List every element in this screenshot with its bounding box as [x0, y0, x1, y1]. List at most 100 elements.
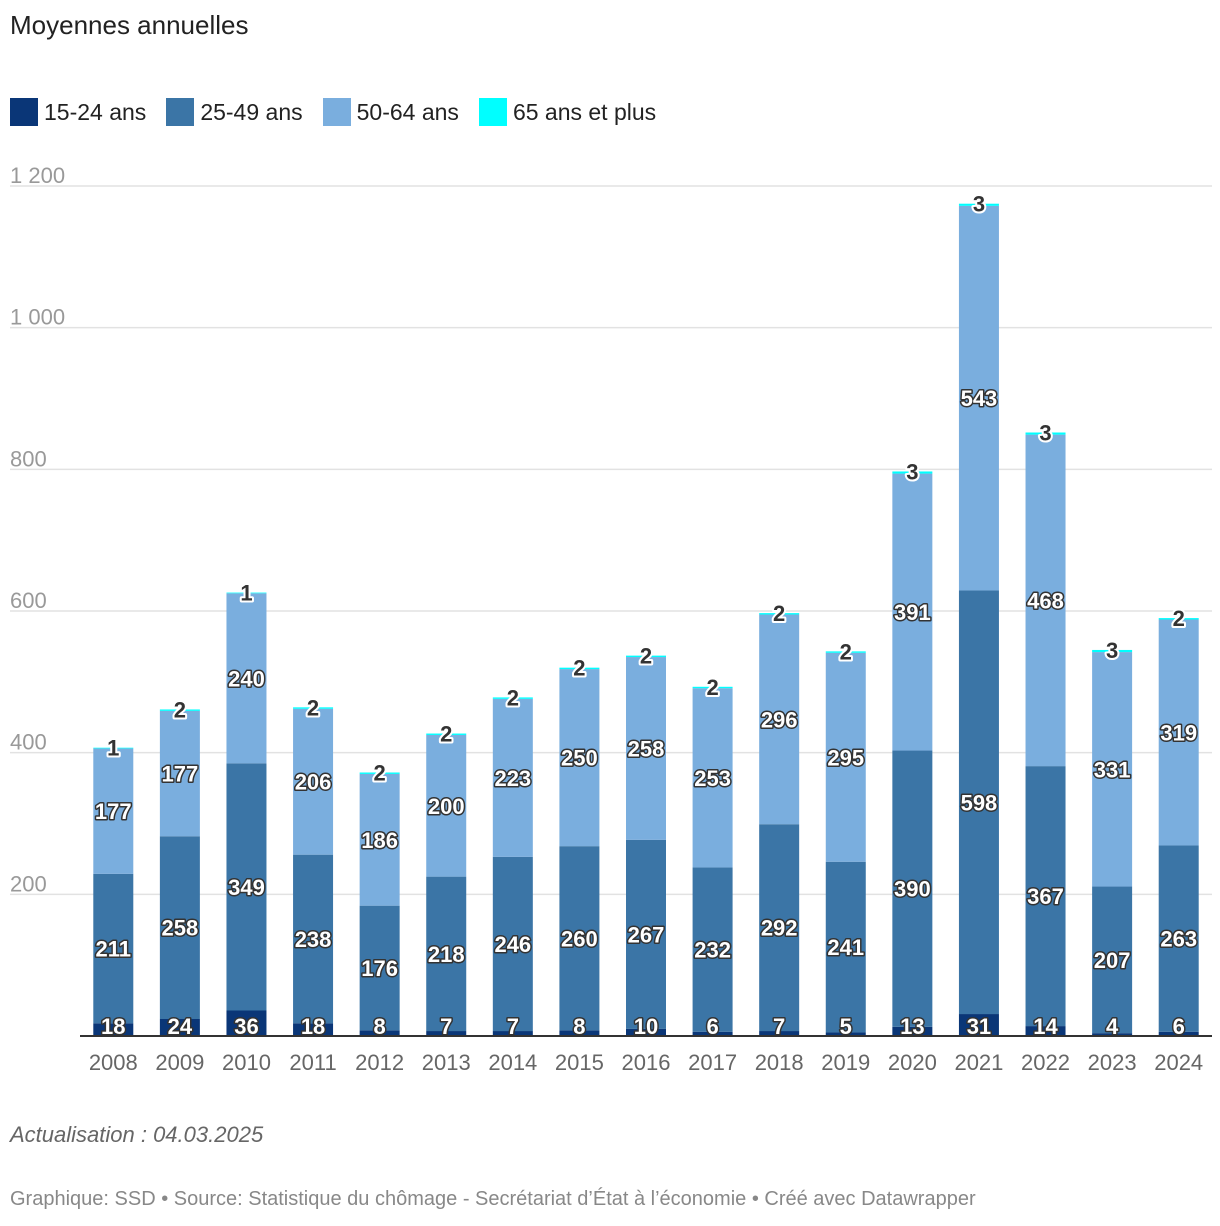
data-label: 218	[428, 942, 465, 967]
x-tick-label: 2023	[1088, 1050, 1137, 1075]
data-label: 263	[1160, 927, 1197, 952]
legend-item: 15-24 ans	[10, 98, 146, 126]
legend-swatch	[322, 98, 351, 126]
data-label: 2	[840, 639, 852, 664]
legend-swatch	[166, 98, 195, 126]
data-label: 2	[573, 656, 585, 681]
bar-segment	[958, 205, 999, 591]
data-label: 598	[961, 790, 998, 815]
y-tick-label: 800	[10, 446, 47, 471]
bar-segment	[958, 590, 999, 1015]
bar-segment	[426, 876, 467, 1032]
data-label: 292	[761, 916, 798, 941]
bar-segment	[93, 1023, 134, 1036]
bar-segment	[1158, 1031, 1199, 1036]
bar-segment	[1092, 652, 1133, 887]
bar-segment	[892, 750, 933, 1027]
data-label: 8	[374, 1014, 386, 1039]
x-tick-label: 2013	[422, 1050, 471, 1075]
data-label: 260	[561, 926, 598, 951]
data-label: 253	[694, 766, 731, 791]
bar-segment	[759, 614, 800, 825]
bar-segment	[692, 686, 733, 689]
data-label: 246	[494, 932, 531, 957]
data-label: 4	[1106, 1014, 1119, 1039]
bar-segment	[492, 1031, 533, 1036]
data-label: 258	[628, 736, 665, 761]
x-tick-label: 2022	[1021, 1050, 1070, 1075]
bar-segment	[1092, 886, 1133, 1034]
legend-swatch	[478, 98, 507, 126]
y-tick-label: 600	[10, 588, 47, 613]
bar-segment	[159, 710, 200, 837]
data-label: 258	[162, 916, 199, 941]
bar-segment	[359, 1030, 400, 1036]
bar-segment	[892, 1026, 933, 1036]
x-tick-label: 2014	[488, 1050, 537, 1075]
legend-item: 25-49 ans	[166, 98, 303, 126]
bar-segment	[692, 688, 733, 868]
y-tick-label: 400	[10, 730, 47, 755]
bar-segment	[892, 473, 933, 751]
bar-segment	[1025, 432, 1066, 435]
legend: 15-24 ans 25-49 ans 50-64 ans 65 ans et plu…	[10, 98, 676, 126]
bar-segment	[293, 708, 334, 855]
data-label: 2	[773, 601, 785, 626]
bar-segment	[1092, 1033, 1133, 1036]
bar-segment	[958, 1014, 999, 1036]
x-tick-label: 2019	[821, 1050, 870, 1075]
bar-segment	[626, 655, 666, 658]
bar-segment	[159, 836, 200, 1019]
bar-segment	[1158, 618, 1199, 620]
data-label: 2	[307, 695, 319, 720]
data-label: 331	[1094, 757, 1131, 782]
update-note: Actualisation : 04.03.2025	[10, 1122, 264, 1147]
data-label: 177	[95, 799, 132, 824]
data-label: 267	[628, 922, 665, 947]
legend-label: 50-64 ans	[356, 98, 459, 125]
bar-segment	[626, 839, 666, 1029]
bar-segment	[759, 1031, 800, 1036]
x-tick-label: 2009	[155, 1050, 204, 1075]
bar-segment	[93, 748, 134, 874]
data-label: 250	[561, 746, 598, 771]
data-label: 5	[840, 1014, 852, 1039]
bar-segment	[1092, 649, 1133, 653]
data-label: 2	[1173, 606, 1185, 631]
data-label: 3	[1039, 421, 1051, 446]
chart-title: Moyennes annuelles	[10, 10, 249, 40]
bar-segment	[359, 905, 400, 1031]
data-label: 2	[706, 675, 718, 700]
bar-segment	[559, 667, 600, 670]
x-tick-label: 2016	[622, 1050, 671, 1075]
data-label: 1	[107, 736, 119, 761]
legend-item: 65 ans et plus	[478, 98, 656, 126]
x-tick-label: 2024	[1154, 1050, 1203, 1075]
data-label: 7	[507, 1014, 519, 1039]
x-tick-label: 2012	[355, 1050, 404, 1075]
bar-segment	[492, 856, 533, 1032]
data-label: 543	[961, 386, 998, 411]
data-label: 390	[894, 877, 931, 902]
bar-segment	[559, 1030, 600, 1036]
bar-segment	[226, 592, 267, 594]
bar-segment	[825, 1032, 866, 1036]
bar-segment	[426, 733, 467, 735]
bar-segment	[426, 734, 467, 877]
data-label: 2	[440, 722, 452, 747]
data-label: 296	[761, 707, 798, 732]
data-label: 206	[295, 770, 332, 795]
bar-segment	[1025, 434, 1066, 767]
bar-segment	[492, 698, 533, 857]
data-label: 3	[906, 459, 918, 484]
data-label: 207	[1094, 948, 1131, 973]
data-label: 211	[96, 937, 132, 962]
data-label: 223	[494, 766, 531, 791]
data-label: 241	[827, 935, 864, 960]
bar-segment	[159, 709, 200, 711]
bar-segment	[958, 203, 999, 206]
x-tick-label: 2011	[289, 1050, 336, 1075]
data-label: 3	[1106, 638, 1118, 663]
bar-segment	[159, 1019, 200, 1036]
